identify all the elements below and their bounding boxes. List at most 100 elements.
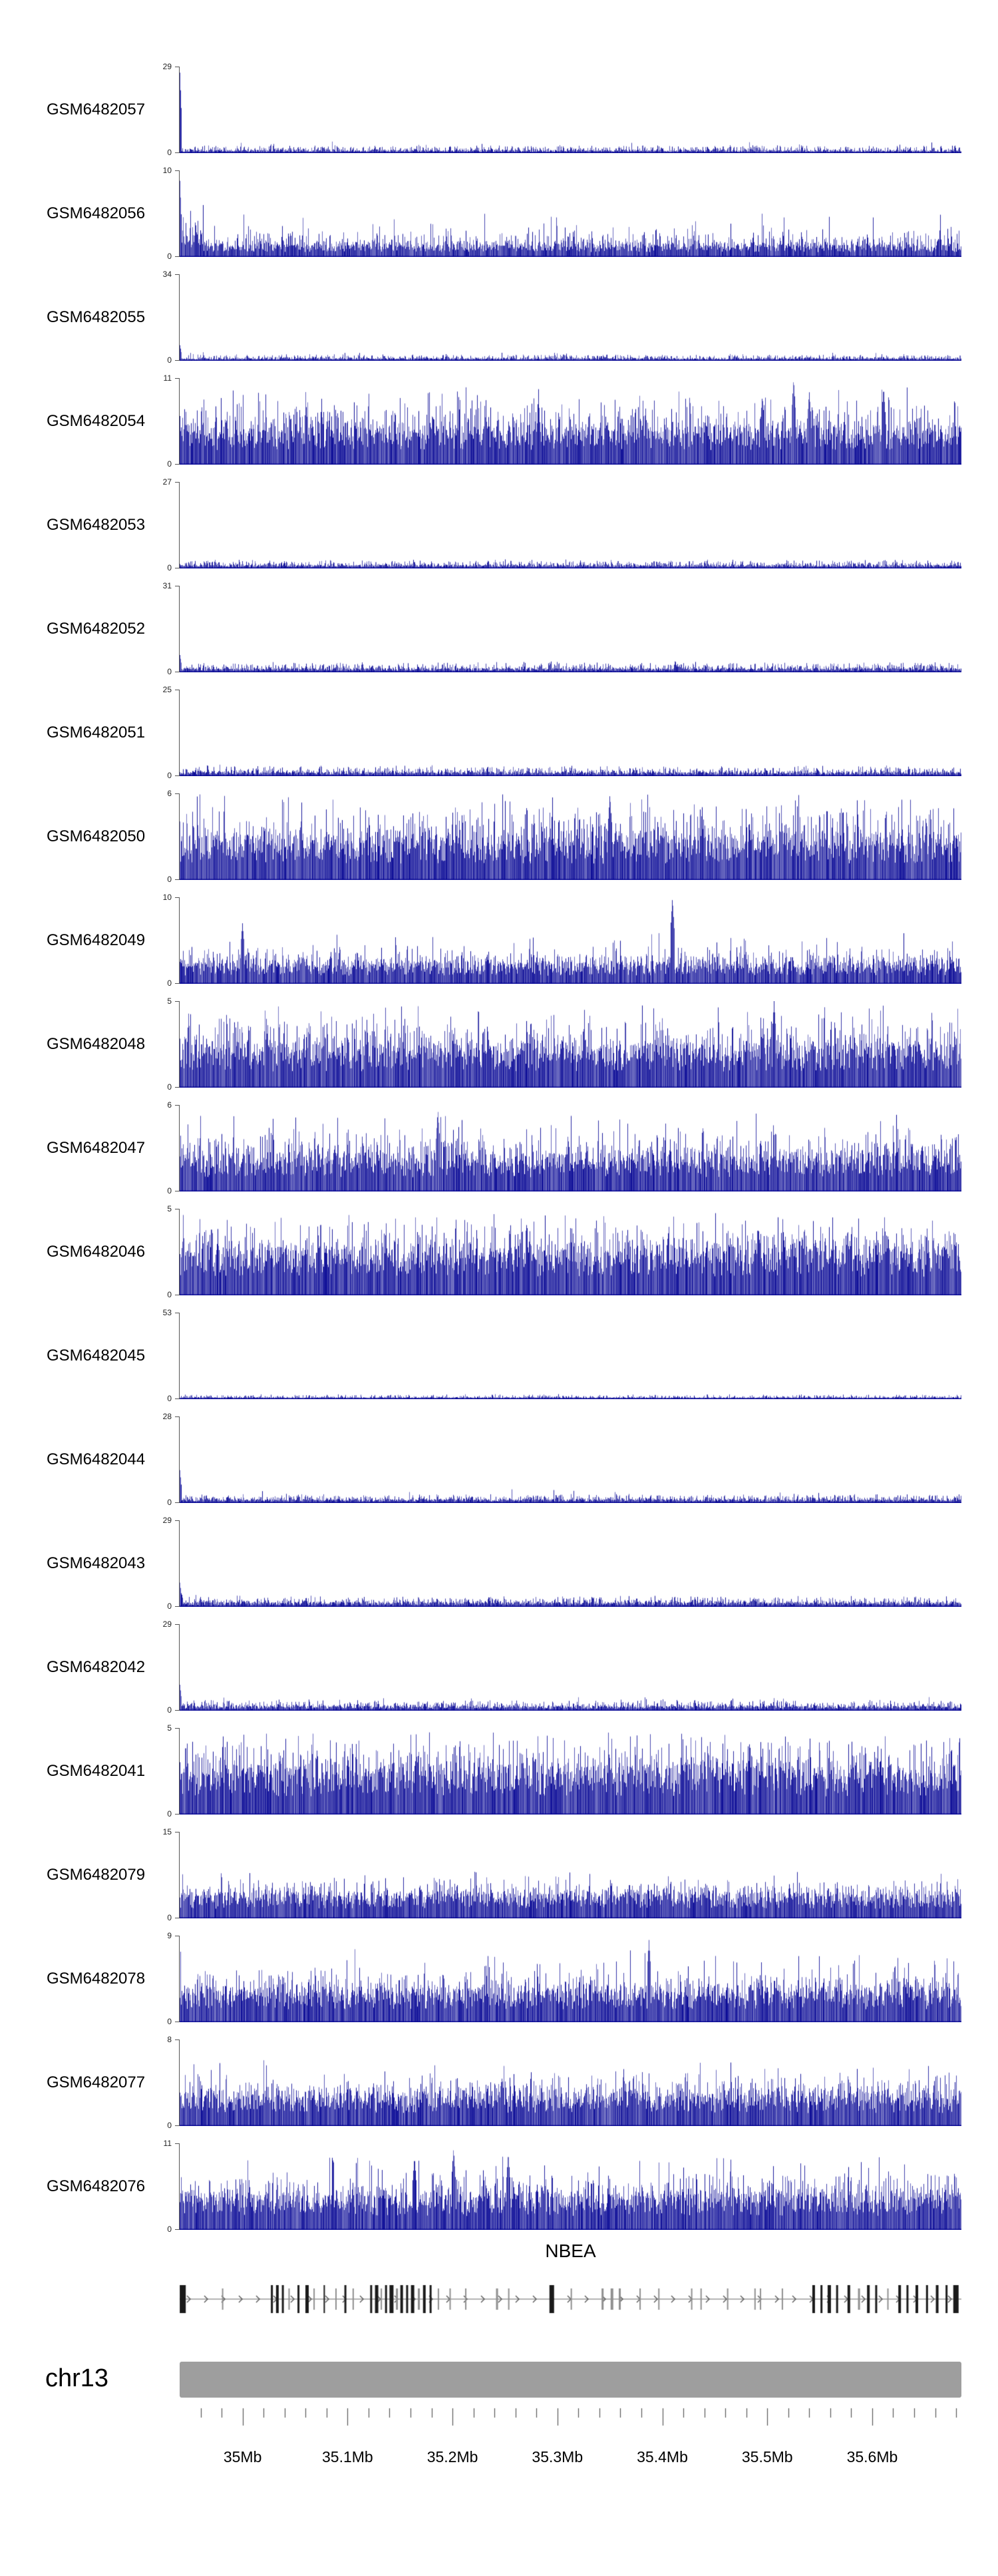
y-axis-max-label: 5: [167, 1723, 172, 1733]
track-label: GSM6482042: [47, 1658, 146, 1676]
signal-track-row: GSM6482051 25 0: [0, 685, 998, 780]
y-axis-tick-top: [175, 1001, 179, 1002]
y-axis-max-label: 25: [162, 685, 172, 694]
genome-axis-ticks: [180, 2407, 961, 2440]
y-axis-line: [179, 1209, 180, 1295]
track-label: GSM6482047: [47, 1139, 146, 1157]
y-axis-line: [179, 1936, 180, 2022]
signal-track-row: GSM6482076 11 0: [0, 2139, 998, 2234]
coverage-signal-plot: [180, 67, 961, 153]
track-label: GSM6482045: [47, 1347, 146, 1365]
track-label: GSM6482076: [47, 2177, 146, 2195]
signal-track-row: GSM6482043 29 0: [0, 1516, 998, 1611]
y-axis-tick-top: [175, 482, 179, 483]
y-axis-min-label: 0: [167, 2121, 172, 2130]
coverage-signal-plot: [180, 1728, 961, 1815]
y-axis-max-label: 31: [162, 581, 172, 590]
track-label: GSM6482055: [47, 308, 146, 326]
y-axis-min-label: 0: [167, 355, 172, 365]
track-label: GSM6482044: [47, 1450, 146, 1468]
axis-tick-label: 35Mb: [223, 2448, 262, 2466]
signal-track-row: GSM6482054 11 0: [0, 373, 998, 469]
y-axis-line: [179, 274, 180, 361]
y-axis-min-label: 0: [167, 771, 172, 780]
coverage-signal-plot: [180, 1520, 961, 1607]
y-axis-max-label: 5: [167, 1204, 172, 1213]
y-axis-tick-bottom: [175, 1087, 179, 1088]
coverage-signal-plot: [180, 1313, 961, 1399]
y-axis-max-label: 5: [167, 996, 172, 1006]
y-axis-max-label: 15: [162, 1827, 172, 1836]
y-axis-min-label: 0: [167, 1913, 172, 1922]
coverage-signal-plot: [180, 793, 961, 880]
y-axis-tick-top: [175, 1624, 179, 1625]
gene-name-label: NBEA: [545, 2241, 596, 2261]
y-axis-min-label: 0: [167, 1186, 172, 1195]
coverage-signal-plot: [180, 586, 961, 672]
y-axis-tick-bottom: [175, 2229, 179, 2230]
y-axis-tick-top: [175, 2143, 179, 2144]
y-axis-max-label: 6: [167, 789, 172, 798]
track-label: GSM6482041: [47, 1762, 146, 1780]
coverage-signal-plot: [180, 1001, 961, 1088]
y-axis-max-label: 34: [162, 270, 172, 279]
y-axis-min-label: 0: [167, 978, 172, 988]
coverage-signal-plot: [180, 1105, 961, 1191]
coverage-signal-plot: [180, 1624, 961, 1711]
track-label: GSM6482049: [47, 931, 146, 949]
chromosome-label: chr13: [45, 2364, 109, 2392]
y-axis-tick-bottom: [175, 256, 179, 257]
y-axis-max-label: 29: [162, 1619, 172, 1629]
coverage-signal-plot: [180, 1416, 961, 1503]
y-axis-tick-bottom: [175, 983, 179, 984]
y-axis-min-label: 0: [167, 2017, 172, 2026]
coverage-signal-plot: [180, 170, 961, 257]
signal-track-row: GSM6482047 6 0: [0, 1100, 998, 1195]
y-axis-min-label: 0: [167, 875, 172, 884]
chromosome-ideogram: [180, 2362, 961, 2398]
y-axis-tick-bottom: [175, 1606, 179, 1607]
y-axis-line: [179, 690, 180, 776]
y-axis-min-label: 0: [167, 1290, 172, 1299]
y-axis-max-label: 9: [167, 1931, 172, 1940]
y-axis-max-label: 29: [162, 62, 172, 71]
signal-track-row: GSM6482053 27 0: [0, 477, 998, 572]
y-axis-tick-bottom: [175, 1398, 179, 1399]
signal-track-row: GSM6482079 15 0: [0, 1827, 998, 1922]
track-label: GSM6482078: [47, 1970, 146, 1988]
y-axis-tick-top: [175, 170, 179, 171]
y-axis-line: [179, 1105, 180, 1191]
track-label: GSM6482048: [47, 1035, 146, 1053]
y-axis-min-label: 0: [167, 667, 172, 676]
y-axis-max-label: 27: [162, 477, 172, 487]
y-axis-line: [179, 67, 180, 153]
track-label: GSM6482053: [47, 516, 146, 534]
y-axis-min-label: 0: [167, 563, 172, 572]
y-axis-min-label: 0: [167, 2225, 172, 2234]
y-axis-line: [179, 1416, 180, 1503]
y-axis-tick-top: [175, 274, 179, 275]
axis-tick-label: 35.3Mb: [532, 2448, 583, 2466]
signal-track-row: GSM6482057 29 0: [0, 62, 998, 157]
y-axis-line: [179, 2039, 180, 2126]
coverage-signal-plot: [180, 378, 961, 465]
y-axis-line: [179, 2143, 180, 2230]
signal-track-row: GSM6482078 9 0: [0, 1931, 998, 2026]
y-axis-tick-bottom: [175, 2125, 179, 2126]
y-axis-line: [179, 586, 180, 672]
y-axis-tick-top: [175, 897, 179, 898]
y-axis-tick-bottom: [175, 1814, 179, 1815]
y-axis-line: [179, 482, 180, 568]
signal-track-row: GSM6482046 5 0: [0, 1204, 998, 1299]
coverage-signal-plot: [180, 690, 961, 776]
signal-track-row: GSM6482055 34 0: [0, 270, 998, 365]
y-axis-line: [179, 1832, 180, 1918]
coverage-signal-plot: [180, 482, 961, 568]
y-axis-max-label: 8: [167, 2035, 172, 2044]
signal-track-row: GSM6482056 10 0: [0, 166, 998, 261]
axis-tick-label: 35.5Mb: [741, 2448, 793, 2466]
y-axis-max-label: 53: [162, 1308, 172, 1317]
axis-tick-label: 35.6Mb: [846, 2448, 898, 2466]
y-axis-min-label: 0: [167, 459, 172, 469]
